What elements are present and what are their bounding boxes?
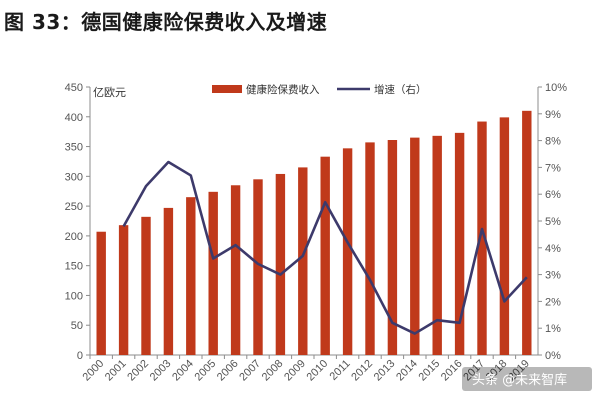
left-tick-label: 350 — [65, 142, 83, 154]
bar — [163, 207, 174, 355]
left-tick-label: 400 — [65, 112, 83, 124]
right-tick-label: 7% — [545, 162, 561, 174]
right-tick-label: 6% — [545, 189, 561, 201]
x-tick-label: 2002 — [125, 358, 151, 384]
legend-bar-swatch — [212, 85, 242, 93]
bar — [522, 110, 532, 355]
legend-line-label: 增速（右） — [374, 83, 427, 96]
x-tick-label: 2012 — [349, 358, 375, 384]
x-tick-label: 2016 — [439, 358, 465, 384]
bar — [320, 156, 330, 355]
line-series — [122, 160, 528, 335]
left-tick-label: 50 — [71, 320, 83, 332]
x-tick-label: 2014 — [394, 358, 420, 384]
x-tick-label: 2008 — [260, 358, 286, 384]
x-tick-label: 2010 — [305, 358, 331, 384]
watermark-text: 头条 @未来智库 — [472, 372, 567, 388]
x-tick-label: 2006 — [215, 358, 241, 384]
bar — [410, 137, 420, 355]
left-axis-unit-label: 亿欧元 — [93, 86, 126, 99]
x-tick-label: 2013 — [372, 358, 398, 384]
bar — [477, 121, 487, 355]
bar — [387, 140, 398, 355]
legend-bar-label: 健康险保费收入 — [246, 83, 320, 96]
bar — [432, 135, 442, 355]
left-tick-label: 150 — [65, 261, 83, 273]
chart-axes: 0 50 100 150 200 250 300 350 400 450 0% 1% 2% 3% 4% 5% 6… — [65, 82, 568, 383]
x-tick-label: 2001 — [103, 358, 129, 384]
x-tick-label: 2011 — [328, 358, 353, 383]
left-tick-label: 450 — [65, 82, 83, 94]
right-tick-label: 1% — [545, 323, 561, 335]
bar — [141, 216, 151, 355]
bar — [96, 231, 106, 355]
watermark: 头条 @未来智库 — [462, 367, 592, 391]
bar — [208, 191, 218, 355]
right-tick-label: 2% — [545, 296, 561, 308]
right-tick-label: 8% — [545, 136, 561, 148]
bar — [253, 179, 263, 355]
left-tick-label: 200 — [65, 231, 83, 243]
bar — [118, 225, 129, 355]
bar — [275, 173, 286, 355]
x-tick-label: 2004 — [170, 358, 196, 384]
bar — [499, 117, 510, 355]
bar — [342, 148, 353, 355]
right-tick-label: 9% — [545, 109, 561, 121]
right-tick-label: 3% — [545, 270, 561, 282]
left-tick-label: 100 — [65, 290, 83, 302]
right-tick-label: 4% — [545, 243, 561, 255]
bar — [230, 185, 241, 355]
x-tick-label: 2007 — [237, 358, 263, 384]
figure-title: 图 33：德国健康险保费收入及增速 — [4, 10, 328, 34]
x-tick-label: 2005 — [193, 358, 219, 384]
left-tick-label: 250 — [65, 201, 83, 213]
bar — [365, 142, 375, 355]
right-tick-label: 5% — [545, 216, 561, 228]
left-tick-label: 0 — [77, 350, 83, 362]
x-tick-label: 2009 — [282, 358, 308, 384]
left-tick-label: 300 — [65, 171, 83, 183]
bar — [186, 197, 196, 355]
bar — [454, 132, 465, 355]
bar-series — [96, 110, 532, 355]
watermark-backdrop — [462, 367, 592, 391]
x-tick-label: 2003 — [148, 358, 174, 384]
bar — [298, 167, 308, 355]
right-tick-label: 0% — [545, 350, 561, 362]
right-tick-label: 10% — [545, 82, 567, 94]
legend: 健康险保费收入 增速（右） — [212, 83, 427, 96]
x-tick-label: 2000 — [81, 358, 107, 384]
x-tick-label: 2015 — [417, 358, 443, 384]
